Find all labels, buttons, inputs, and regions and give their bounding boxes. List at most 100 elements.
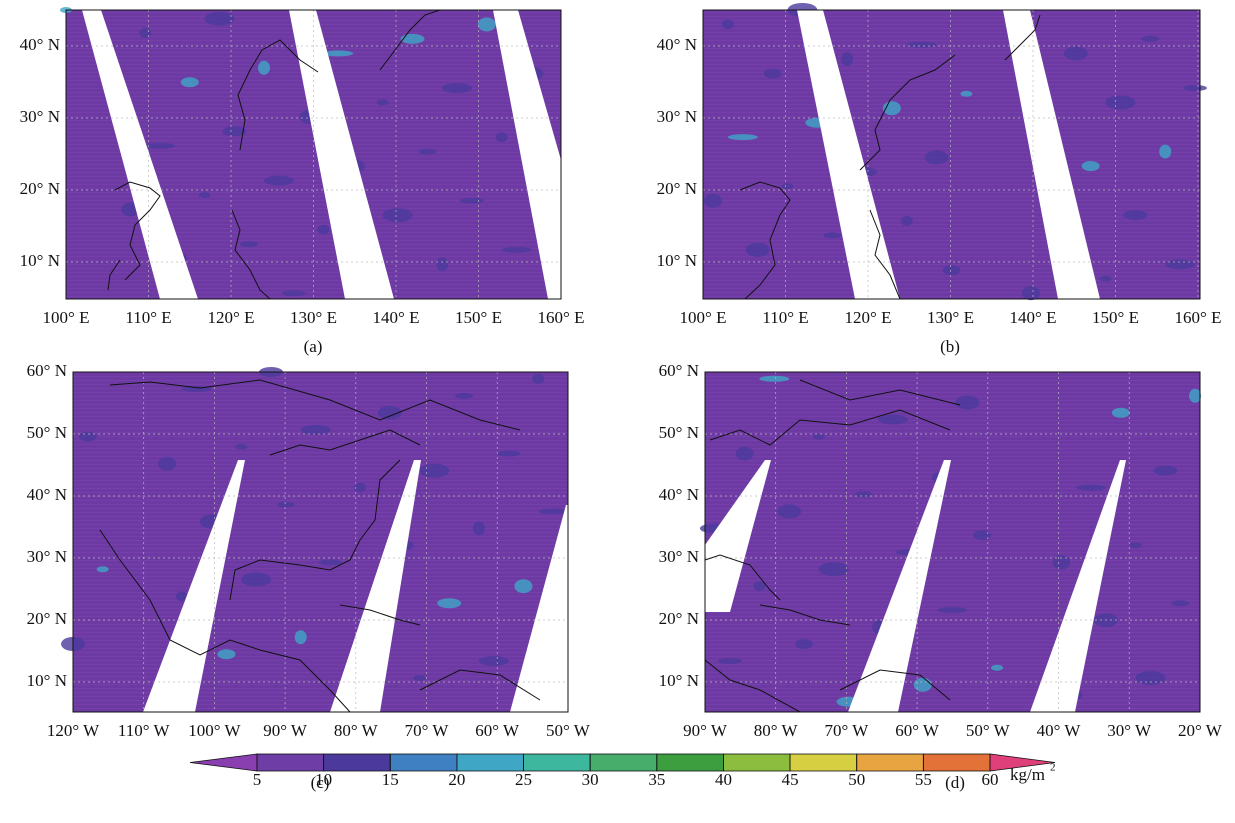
- coastline: [379, 9, 441, 71]
- x-tick-label: 140° E: [373, 308, 420, 327]
- texture-blob: [759, 375, 790, 382]
- x-tick-label: 150° E: [1092, 308, 1139, 327]
- colorbar-unit-sup: 2: [1050, 762, 1056, 774]
- frame: [72, 371, 569, 713]
- texture-blob: [281, 290, 306, 297]
- texture-blob: [823, 232, 842, 239]
- texture-blob: [382, 208, 413, 223]
- texture-blob: [436, 257, 449, 272]
- data-gap: [143, 460, 245, 712]
- texture-blob: [753, 581, 766, 592]
- texture-blob: [818, 562, 849, 577]
- texture-blob: [139, 28, 152, 39]
- coastline: [231, 209, 271, 300]
- data-gap: [330, 460, 421, 712]
- y-tick-label: 30° N: [657, 107, 697, 126]
- data-gap: [1003, 10, 1100, 299]
- texture-blob: [906, 41, 937, 48]
- texture-blob: [1063, 46, 1088, 61]
- coastline: [839, 669, 951, 701]
- texture-blob: [300, 424, 331, 435]
- coastline: [709, 409, 951, 446]
- texture-blob: [1183, 85, 1208, 92]
- y-tick-label: 40° N: [20, 35, 60, 54]
- x-tick-label: 40° W: [1037, 721, 1082, 740]
- texture-blob: [377, 405, 402, 420]
- texture-blob: [1052, 555, 1071, 570]
- colorbar-segment: [323, 753, 391, 772]
- data-gap: [848, 460, 951, 712]
- x-tick-label: 60° W: [475, 721, 520, 740]
- texture-blob: [217, 649, 236, 660]
- map-panel: [60, 7, 562, 300]
- texture-blob: [900, 215, 913, 226]
- texture-blob: [96, 566, 109, 573]
- texture-blob: [235, 443, 248, 450]
- colorbar-tick-label: 30: [582, 770, 599, 789]
- texture-blob: [501, 246, 532, 253]
- texture-blob: [400, 33, 425, 44]
- texture-blob: [1135, 671, 1166, 685]
- colorbar-tick-label: 40: [715, 770, 732, 789]
- texture-blob: [455, 392, 474, 399]
- coastline: [114, 181, 161, 281]
- texture-blob: [1105, 95, 1136, 110]
- y-tick-label: 50° N: [659, 423, 699, 442]
- y-tick-label: 60° N: [27, 361, 67, 380]
- x-tick-label: 130° E: [927, 308, 974, 327]
- texture-blob: [145, 142, 176, 149]
- colorbar-unit: kg/m: [1010, 765, 1045, 784]
- texture-blob: [437, 598, 462, 609]
- texture-blob: [1123, 210, 1148, 221]
- colorbar-segment: [523, 753, 591, 772]
- panel-label: (d): [945, 773, 965, 792]
- texture-blob: [1111, 407, 1130, 418]
- texture-blob: [158, 456, 177, 471]
- frame: [702, 9, 1201, 300]
- texture-blob: [477, 17, 496, 32]
- texture-blob: [717, 658, 742, 664]
- texture-blob: [413, 675, 426, 681]
- texture-blob: [180, 77, 199, 88]
- texture-blob: [781, 183, 794, 190]
- y-tick-label: 40° N: [27, 485, 67, 504]
- frame: [704, 371, 1201, 713]
- texture-blob: [258, 60, 270, 75]
- x-tick-label: 100° E: [43, 308, 90, 327]
- coastline: [229, 459, 401, 601]
- colorbar-segment: [389, 753, 458, 772]
- texture-blob: [763, 68, 782, 79]
- texture-blob: [1171, 600, 1190, 607]
- y-tick-label: 20° N: [657, 179, 697, 198]
- texture-blob: [240, 241, 259, 248]
- colorbar-extend-low: [189, 753, 258, 772]
- y-tick-label: 20° N: [27, 609, 67, 628]
- x-tick-label: 120° W: [47, 721, 100, 740]
- y-tick-label: 30° N: [20, 107, 60, 126]
- texture-blob: [1022, 286, 1041, 301]
- x-tick-label: 130° E: [290, 308, 337, 327]
- texture-blob: [442, 83, 473, 94]
- panel-label: (c): [311, 773, 330, 792]
- texture-blob: [121, 202, 140, 217]
- texture-blob: [323, 50, 354, 57]
- map-panel: [61, 367, 569, 713]
- texture-blob: [854, 491, 873, 498]
- texture-blob: [478, 656, 509, 666]
- texture-blob: [735, 446, 754, 461]
- colorbar-segment: [723, 753, 791, 772]
- data-gap: [493, 10, 561, 299]
- x-tick-label: 80° W: [754, 721, 799, 740]
- coastline: [107, 259, 121, 291]
- coastline: [269, 429, 421, 456]
- coastline: [99, 529, 351, 713]
- texture-blob: [532, 373, 545, 384]
- texture-blob: [1189, 388, 1202, 403]
- x-tick-label: 110° E: [762, 308, 808, 327]
- colorbar-segment: [789, 753, 858, 772]
- texture-blob: [175, 591, 188, 602]
- texture-blob: [727, 134, 758, 141]
- x-tick-label: 160° E: [1175, 308, 1222, 327]
- texture-blob: [263, 175, 294, 186]
- colorbar-tick-label: 60: [982, 770, 999, 789]
